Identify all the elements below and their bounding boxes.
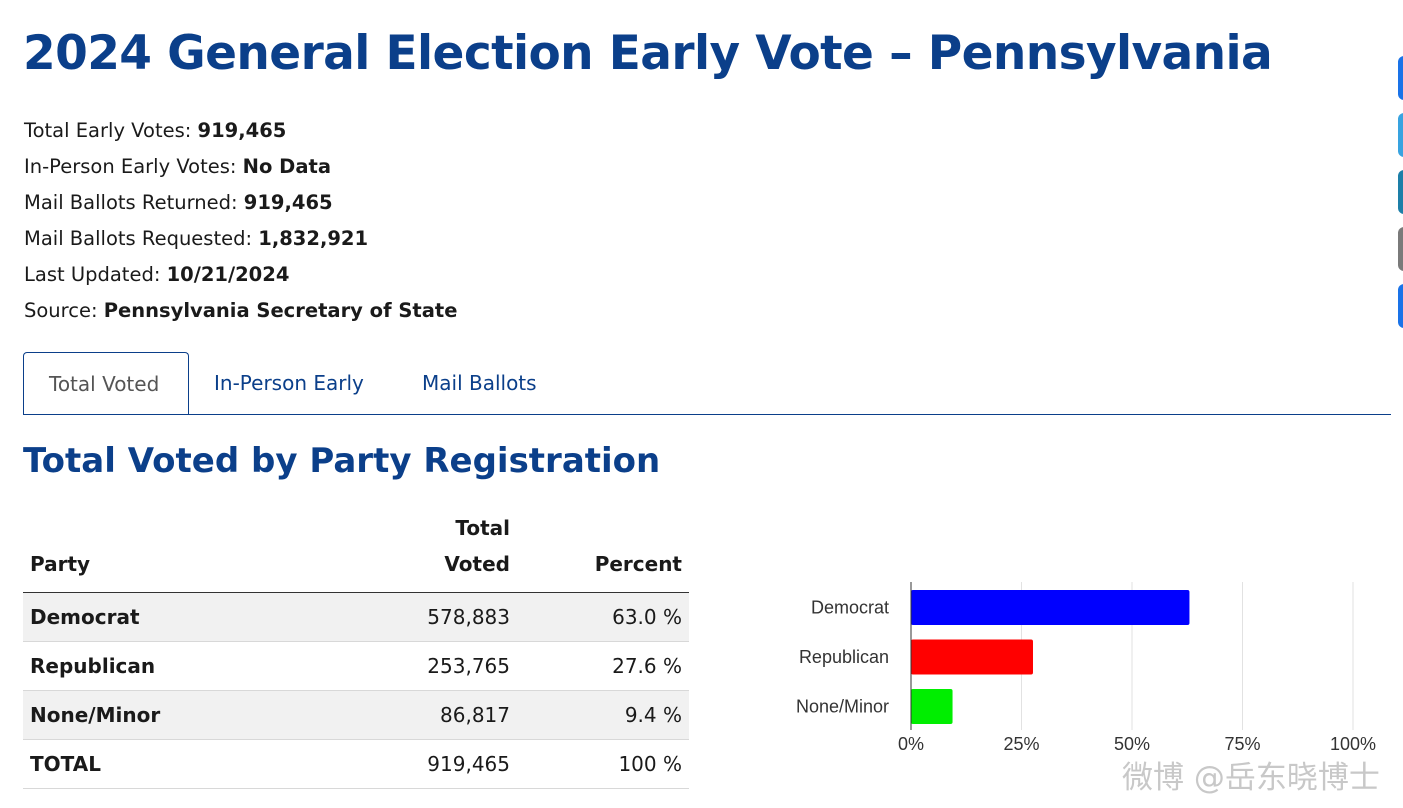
table-row: Republican 253,765 27.6 % xyxy=(23,641,689,691)
tab-mail-ballots[interactable]: Mail Ballots xyxy=(422,371,537,395)
chart-bar xyxy=(911,689,953,724)
cell-voted: 86,817 xyxy=(327,690,517,740)
stat-label: Source: xyxy=(24,299,98,322)
cell-party: None/Minor xyxy=(23,690,327,740)
chart-svg: 0% 25% 50% 75% 100% Democrat Republican None/Mi… xyxy=(796,582,1376,754)
stat-last-updated: Last Updated: 10/21/2024 xyxy=(24,260,457,296)
cell-percent: 9.4 % xyxy=(517,690,689,740)
stat-label: Last Updated: xyxy=(24,263,161,286)
chart-category-label: None/Minor xyxy=(796,697,889,717)
cell-voted: 253,765 xyxy=(327,641,517,691)
stat-value: 919,465 xyxy=(197,119,287,142)
side-share-bar xyxy=(1398,0,1403,808)
side-share-button[interactable] xyxy=(1398,113,1403,157)
stat-value: 1,832,921 xyxy=(258,227,369,250)
stat-label: Mail Ballots Returned: xyxy=(24,191,238,214)
stat-value: Pennsylvania Secretary of State xyxy=(103,299,458,322)
stat-value: 919,465 xyxy=(243,191,333,214)
tab-bar: Total Voted In-Person Early Mail Ballots xyxy=(23,352,1391,415)
cell-percent: 63.0 % xyxy=(517,592,689,642)
stat-total-early-votes: Total Early Votes: 919,465 xyxy=(24,116,457,152)
side-share-button[interactable] xyxy=(1398,284,1403,328)
chart-bar xyxy=(911,639,1033,675)
chart-tick-label: 50% xyxy=(1114,734,1150,754)
party-table: Party Total Voted Percent Democrat 578,88… xyxy=(23,506,689,789)
cell-party: Democrat xyxy=(23,592,327,642)
column-header-total-voted: Total Voted xyxy=(327,506,517,593)
stat-value: 10/21/2024 xyxy=(166,263,290,286)
side-share-button[interactable] xyxy=(1398,56,1403,100)
stat-in-person-early-votes: In-Person Early Votes: No Data xyxy=(24,152,457,188)
table-total-row: TOTAL 919,465 100 % xyxy=(23,739,689,789)
table-header-row: Party Total Voted Percent xyxy=(23,506,689,593)
stat-label: In-Person Early Votes: xyxy=(24,155,237,178)
stat-source: Source: Pennsylvania Secretary of State xyxy=(24,296,457,332)
chart-tick-label: 25% xyxy=(1003,734,1039,754)
column-header-party: Party xyxy=(23,506,327,593)
chart-category-label: Republican xyxy=(799,647,889,667)
stats-summary: Total Early Votes: 919,465 In-Person Ear… xyxy=(24,116,457,332)
chart-tick-label: 100% xyxy=(1330,734,1376,754)
page-title: 2024 General Election Early Vote – Penns… xyxy=(23,26,1273,81)
chart-tick-label: 75% xyxy=(1224,734,1260,754)
side-share-button[interactable] xyxy=(1398,170,1403,214)
chart-bar xyxy=(911,590,1190,625)
cell-percent: 27.6 % xyxy=(517,641,689,691)
stat-label: Total Early Votes: xyxy=(24,119,192,142)
chart-tick-label: 0% xyxy=(898,734,924,754)
stat-value: No Data xyxy=(242,155,331,178)
stat-mail-ballots-requested: Mail Ballots Requested: 1,832,921 xyxy=(24,224,457,260)
header-line: Total xyxy=(455,516,510,540)
cell-voted: 578,883 xyxy=(327,592,517,642)
tab-total-voted[interactable]: Total Voted xyxy=(23,352,189,414)
tab-in-person-early[interactable]: In-Person Early xyxy=(214,371,364,395)
chart-category-label: Democrat xyxy=(811,598,889,618)
header-line: Voted xyxy=(444,552,510,576)
table-row: Democrat 578,883 63.0 % xyxy=(23,592,689,642)
stat-label: Mail Ballots Requested: xyxy=(24,227,253,250)
watermark: 微博 @岳东晓博士 xyxy=(1122,760,1380,796)
party-bar-chart: 0% 25% 50% 75% 100% Democrat Republican None/Mi… xyxy=(760,570,1400,770)
cell-party: Republican xyxy=(23,641,327,691)
cell-party: TOTAL xyxy=(23,739,327,789)
section-title: Total Voted by Party Registration xyxy=(23,441,661,481)
side-share-button[interactable] xyxy=(1398,227,1403,271)
cell-voted: 919,465 xyxy=(327,739,517,789)
column-header-percent: Percent xyxy=(517,506,689,593)
cell-percent: 100 % xyxy=(517,739,689,789)
table-row: None/Minor 86,817 9.4 % xyxy=(23,690,689,740)
stat-mail-ballots-returned: Mail Ballots Returned: 919,465 xyxy=(24,188,457,224)
